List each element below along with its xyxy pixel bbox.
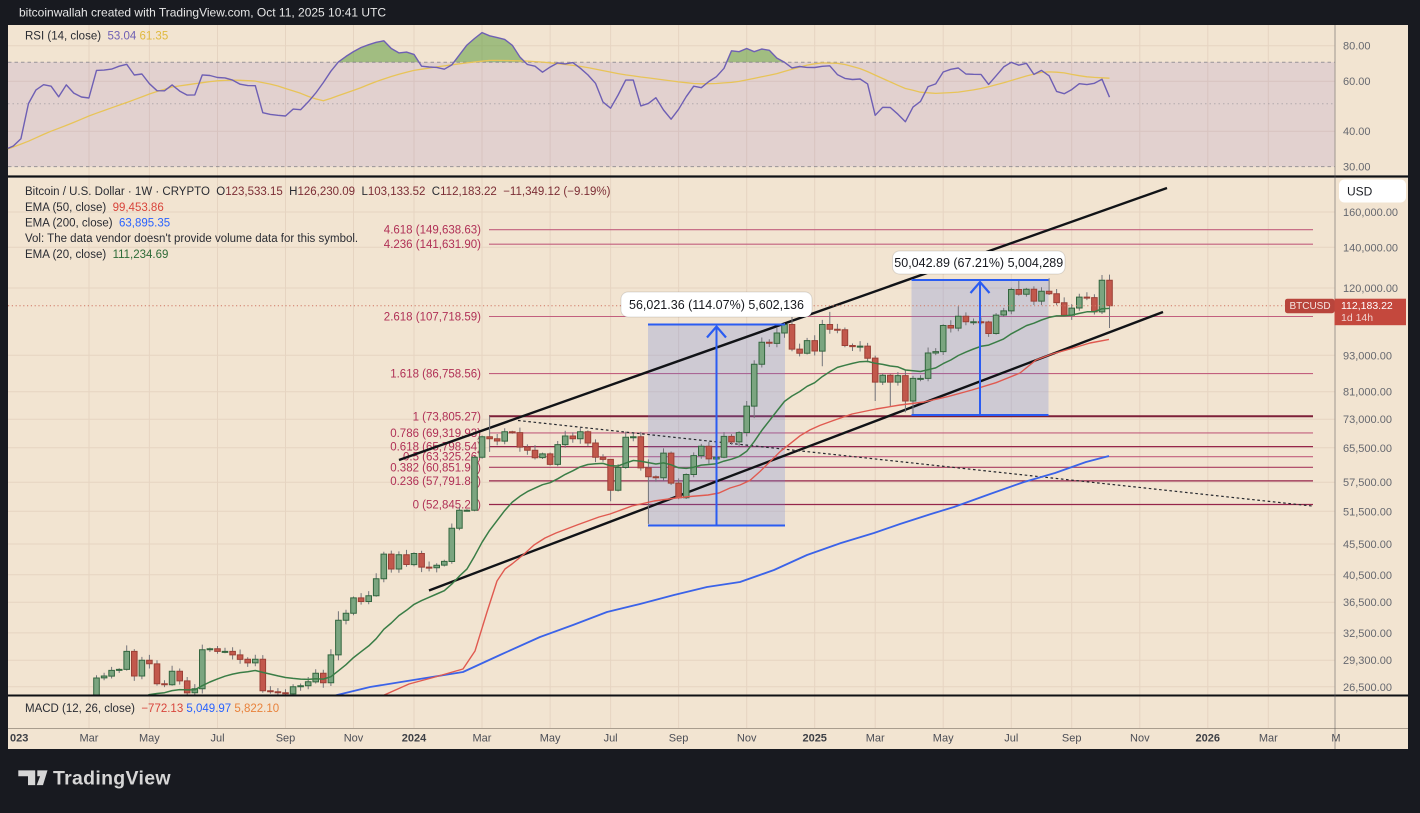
svg-text:1 (73,805.27): 1 (73,805.27)	[413, 411, 482, 423]
svg-text:0 (52,845.26): 0 (52,845.26)	[413, 500, 482, 512]
svg-text:1.618 (86,758.56): 1.618 (86,758.56)	[390, 369, 481, 381]
svg-text:2024: 2024	[402, 733, 427, 745]
svg-text:May: May	[933, 733, 954, 745]
svg-text:73,000.00: 73,000.00	[1343, 414, 1392, 426]
svg-text:Bitcoin / U.S. Dollar · 1W · C: Bitcoin / U.S. Dollar · 1W · CRYPTO O123…	[25, 186, 611, 198]
svg-text:Nov: Nov	[344, 733, 364, 745]
svg-text:BTCUSD: BTCUSD	[1289, 301, 1330, 312]
svg-text:RSI (14, close) 53.04 61.35: RSI (14, close) 53.04 61.35	[25, 31, 168, 43]
svg-text:30.00: 30.00	[1343, 162, 1371, 174]
svg-text:140,000.00: 140,000.00	[1343, 242, 1398, 254]
svg-text:Mar: Mar	[80, 733, 99, 745]
svg-text:32,500.00: 32,500.00	[1343, 628, 1392, 640]
svg-text:Sep: Sep	[276, 733, 296, 745]
svg-text:Nov: Nov	[1130, 733, 1150, 745]
svg-text:Jul: Jul	[604, 733, 618, 745]
svg-text:4.236 (141,631.90): 4.236 (141,631.90)	[384, 239, 481, 251]
svg-text:160,000.00: 160,000.00	[1343, 207, 1398, 219]
svg-text:0.236 (57,791.84): 0.236 (57,791.84)	[390, 476, 481, 488]
svg-text:50,042.89 (67.21%) 5,004,289: 50,042.89 (67.21%) 5,004,289	[894, 256, 1063, 270]
svg-text:EMA (20, close) 111,234.69: EMA (20, close) 111,234.69	[25, 249, 168, 261]
svg-text:Sep: Sep	[669, 733, 689, 745]
svg-text:2.618 (107,718.59): 2.618 (107,718.59)	[384, 312, 481, 324]
svg-text:M: M	[1331, 733, 1340, 745]
svg-text:93,000.00: 93,000.00	[1343, 350, 1392, 362]
svg-text:TradingView: TradingView	[53, 768, 171, 790]
svg-text:2026: 2026	[1196, 733, 1220, 745]
svg-text:40.00: 40.00	[1343, 126, 1371, 138]
svg-text:60.00: 60.00	[1343, 76, 1371, 88]
svg-text:120,000.00: 120,000.00	[1343, 283, 1398, 295]
svg-text:Mar: Mar	[473, 733, 492, 745]
svg-text:40,500.00: 40,500.00	[1343, 570, 1392, 582]
svg-text:Jul: Jul	[1004, 733, 1018, 745]
svg-text:0.786 (69,319.93): 0.786 (69,319.93)	[390, 428, 481, 440]
svg-text:57,500.00: 57,500.00	[1343, 477, 1392, 489]
svg-text:Mar: Mar	[866, 733, 885, 745]
svg-text:26,500.00: 26,500.00	[1343, 682, 1392, 694]
svg-text:45,500.00: 45,500.00	[1343, 539, 1392, 551]
svg-text:0.382 (60,851.98): 0.382 (60,851.98)	[390, 462, 481, 474]
svg-text:May: May	[540, 733, 561, 745]
svg-text:May: May	[139, 733, 160, 745]
svg-text:1d 14h: 1d 14h	[1341, 312, 1373, 324]
svg-text:bitcoinwallah created with Tra: bitcoinwallah created with TradingView.c…	[19, 6, 386, 20]
svg-text:36,500.00: 36,500.00	[1343, 597, 1392, 609]
svg-text:MACD (12, 26, close) −772.13: MACD (12, 26, close) −772.13 5,049.97 5,…	[25, 703, 279, 715]
svg-text:80.00: 80.00	[1343, 41, 1371, 53]
svg-text:51,500.00: 51,500.00	[1343, 506, 1392, 518]
svg-text:112,183.22: 112,183.22	[1341, 300, 1393, 312]
svg-text:4.618 (149,638.63): 4.618 (149,638.63)	[384, 225, 481, 237]
svg-text:023: 023	[10, 733, 28, 745]
svg-text:56,021.36 (114.07%) 5,602,136: 56,021.36 (114.07%) 5,602,136	[629, 298, 804, 312]
svg-text:81,000.00: 81,000.00	[1343, 387, 1392, 399]
svg-text:2025: 2025	[802, 733, 826, 745]
svg-text:29,300.00: 29,300.00	[1343, 655, 1392, 667]
svg-text:0.5 (63,325.26): 0.5 (63,325.26)	[403, 452, 481, 464]
svg-text:Jul: Jul	[210, 733, 224, 745]
svg-text:EMA (50, close) 99,453.86: EMA (50, close) 99,453.86	[25, 202, 164, 214]
svg-text:Vol: The data vendor doesn't p: Vol: The data vendor doesn't provide vol…	[25, 233, 358, 245]
svg-text:Sep: Sep	[1062, 733, 1082, 745]
svg-text:Mar: Mar	[1259, 733, 1278, 745]
svg-text:EMA (200, close) 63,895.35: EMA (200, close) 63,895.35	[25, 218, 170, 230]
svg-text:USD: USD	[1347, 185, 1373, 199]
svg-text:65,500.00: 65,500.00	[1343, 443, 1392, 455]
svg-text:Nov: Nov	[737, 733, 757, 745]
